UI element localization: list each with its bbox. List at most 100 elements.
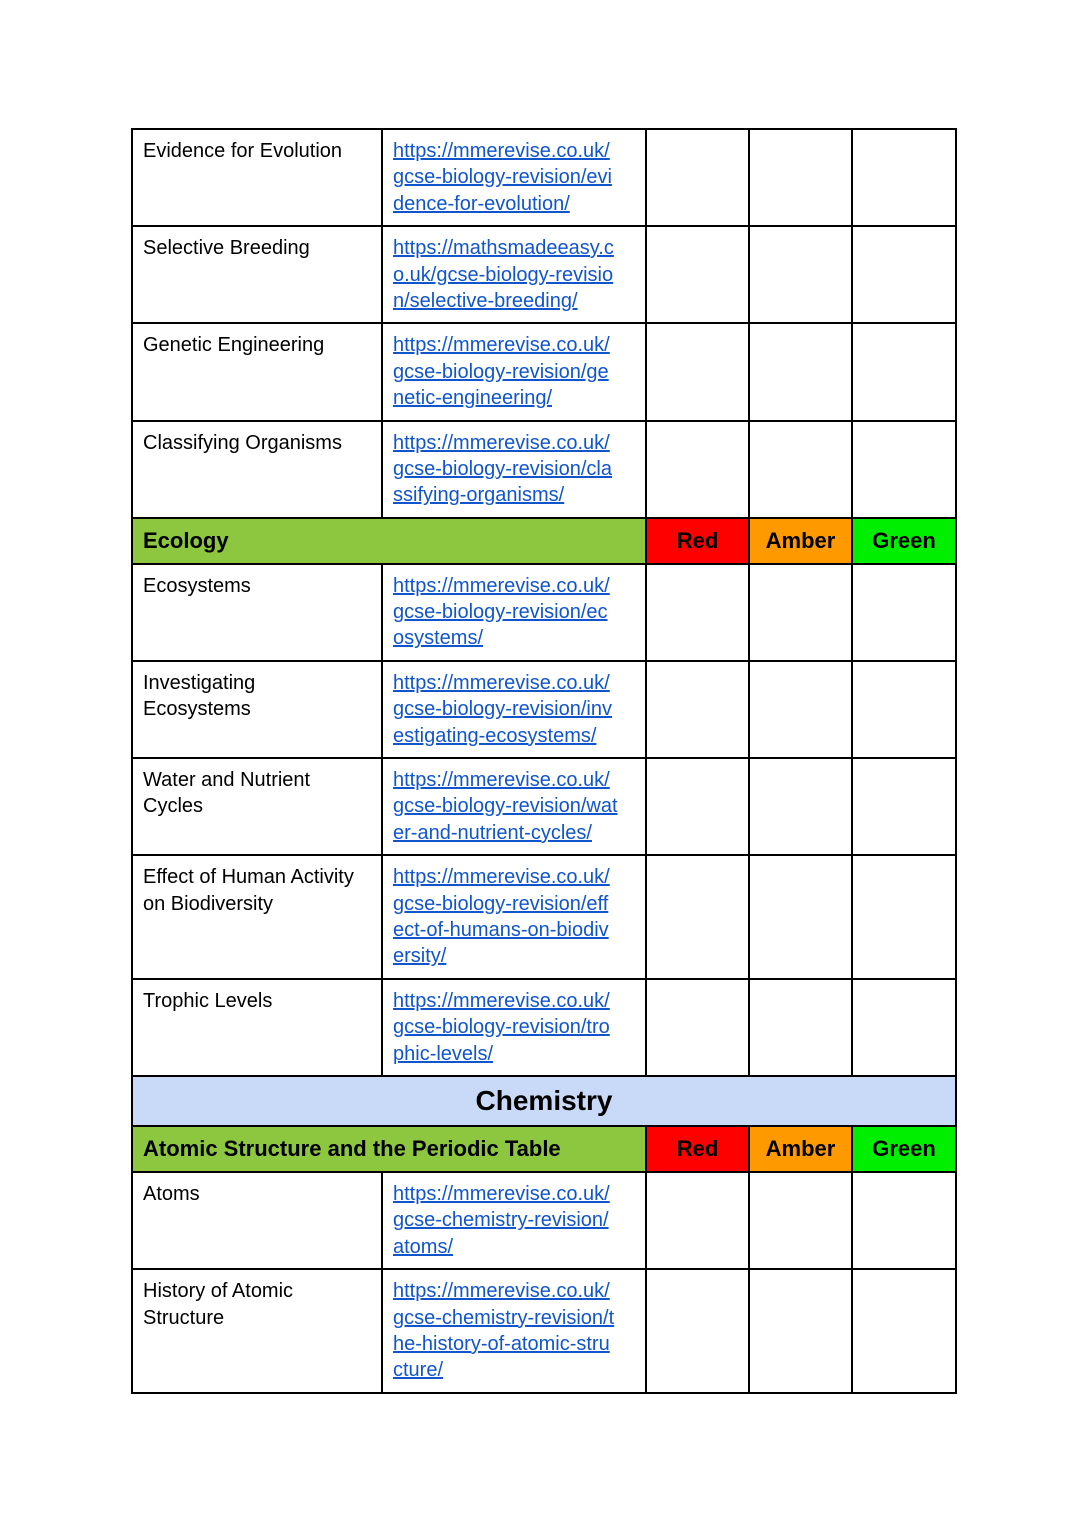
- topic-cell: History of Atomic Structure: [131, 1268, 383, 1394]
- rag-cell-green[interactable]: [851, 127, 957, 228]
- table-row: Water and Nutrient Cycles https://mmerev…: [131, 757, 957, 857]
- link-cell: https://mathsmadeeasy.c o.uk/gcse-biolog…: [381, 225, 647, 325]
- rag-cell-red[interactable]: [645, 127, 750, 228]
- rag-cell-amber[interactable]: [748, 419, 853, 519]
- topic-cell: Trophic Levels: [131, 977, 383, 1077]
- rag-header-red: Red: [645, 1124, 750, 1173]
- rag-cell-green[interactable]: [851, 854, 957, 980]
- topic-cell: Atoms: [131, 1170, 383, 1271]
- link-cell: https://mmerevise.co.uk/ gcse-biology-re…: [381, 127, 647, 228]
- table-row: Selective Breeding https://mathsmadeeasy…: [131, 225, 957, 325]
- rag-header-red: Red: [645, 516, 750, 565]
- section-header-row: Ecology Red Amber Green: [131, 516, 957, 565]
- rag-cell-red[interactable]: [645, 1170, 750, 1271]
- table-row: Genetic Engineering https://mmerevise.co…: [131, 322, 957, 422]
- rag-cell-amber[interactable]: [748, 322, 853, 422]
- rag-cell-green[interactable]: [851, 1170, 957, 1271]
- link-cell: https://mmerevise.co.uk/ gcse-biology-re…: [381, 757, 647, 857]
- rag-cell-red[interactable]: [645, 322, 750, 422]
- rag-cell-green[interactable]: [851, 977, 957, 1077]
- link-cell: https://mmerevise.co.uk/ gcse-chemistry-…: [381, 1268, 647, 1394]
- topic-link[interactable]: https://mmerevise.co.uk/ gcse-biology-re…: [393, 334, 610, 410]
- rag-cell-red[interactable]: [645, 977, 750, 1077]
- topic-link[interactable]: https://mmerevise.co.uk/ gcse-biology-re…: [393, 574, 610, 650]
- link-cell: https://mmerevise.co.uk/ gcse-biology-re…: [381, 659, 647, 760]
- rag-cell-amber[interactable]: [748, 659, 853, 760]
- topic-link[interactable]: https://mmerevise.co.uk/ gcse-biology-re…: [393, 671, 612, 747]
- rag-cell-amber[interactable]: [748, 1268, 853, 1394]
- rag-cell-red[interactable]: [645, 1268, 750, 1394]
- rag-cell-green[interactable]: [851, 225, 957, 325]
- topic-link[interactable]: https://mathsmadeeasy.c o.uk/gcse-biolog…: [393, 237, 614, 312]
- topic-label: History of Atomic Structure: [143, 1280, 294, 1329]
- link-cell: https://mmerevise.co.uk/ gcse-biology-re…: [381, 562, 647, 662]
- rag-cell-red[interactable]: [645, 757, 750, 857]
- link-cell: https://mmerevise.co.uk/ gcse-biology-re…: [381, 322, 647, 422]
- section-title: Atomic Structure and the Periodic Table: [131, 1124, 647, 1173]
- link-cell: https://mmerevise.co.uk/ gcse-chemistry-…: [381, 1170, 647, 1271]
- topic-label: Selective Breeding: [143, 237, 310, 260]
- topic-cell: Classifying Organisms: [131, 419, 383, 519]
- table-row: Classifying Organisms https://mmerevise.…: [131, 419, 957, 519]
- topic-link[interactable]: https://mmerevise.co.uk/ gcse-chemistry-…: [393, 1182, 610, 1258]
- topic-label: Genetic Engineering: [143, 334, 325, 357]
- rag-cell-green[interactable]: [851, 562, 957, 662]
- topic-link[interactable]: https://mmerevise.co.uk/ gcse-biology-re…: [393, 431, 612, 507]
- table-row: Effect of Human Activity on Biodiversity…: [131, 854, 957, 980]
- topic-link[interactable]: https://mmerevise.co.uk/ gcse-biology-re…: [393, 140, 612, 215]
- rag-header-green: Green: [851, 1124, 957, 1173]
- table-row: Ecosystems https://mmerevise.co.uk/ gcse…: [131, 562, 957, 662]
- topic-label: Classifying Organisms: [143, 431, 342, 454]
- topic-label: Evidence for Evolution: [143, 140, 343, 162]
- rag-cell-amber[interactable]: [748, 562, 853, 662]
- rag-cell-amber[interactable]: [748, 854, 853, 980]
- rag-cell-green[interactable]: [851, 322, 957, 422]
- rag-cell-green[interactable]: [851, 1268, 957, 1394]
- topic-link[interactable]: https://mmerevise.co.uk/ gcse-biology-re…: [393, 769, 618, 844]
- rag-cell-green[interactable]: [851, 757, 957, 857]
- rag-cell-red[interactable]: [645, 419, 750, 519]
- topic-link[interactable]: https://mmerevise.co.uk/ gcse-biology-re…: [393, 866, 610, 968]
- link-cell: https://mmerevise.co.uk/ gcse-biology-re…: [381, 419, 647, 519]
- rag-cell-amber[interactable]: [748, 1170, 853, 1271]
- topic-label: Water and Nutrient Cycles: [143, 769, 311, 818]
- table-row: Trophic Levels https://mmerevise.co.uk/ …: [131, 977, 957, 1077]
- topic-label: Effect of Human Activity on Biodiversity: [143, 866, 354, 915]
- topic-cell: Ecosystems: [131, 562, 383, 662]
- revision-checklist-table: Evidence for Evolution https://mmerevise…: [131, 127, 957, 1394]
- subject-header-row: Chemistry: [131, 1074, 957, 1127]
- topic-cell: Genetic Engineering: [131, 322, 383, 422]
- rag-cell-red[interactable]: [645, 225, 750, 325]
- rag-header-amber: Amber: [748, 1124, 853, 1173]
- rag-cell-amber[interactable]: [748, 127, 853, 228]
- link-cell: https://mmerevise.co.uk/ gcse-biology-re…: [381, 854, 647, 980]
- rag-cell-amber[interactable]: [748, 977, 853, 1077]
- topic-cell: Investigating Ecosystems: [131, 659, 383, 760]
- rag-cell-red[interactable]: [645, 659, 750, 760]
- section-title: Ecology: [131, 516, 647, 565]
- rag-cell-red[interactable]: [645, 854, 750, 980]
- rag-header-green: Green: [851, 516, 957, 565]
- topic-cell: Evidence for Evolution: [131, 127, 383, 228]
- topic-label: Ecosystems: [143, 574, 251, 597]
- rag-cell-red[interactable]: [645, 562, 750, 662]
- table-row: History of Atomic Structure https://mmer…: [131, 1268, 957, 1394]
- rag-header-amber: Amber: [748, 516, 853, 565]
- subject-title: Chemistry: [131, 1074, 957, 1127]
- topic-label: Atoms: [143, 1182, 200, 1205]
- rag-cell-amber[interactable]: [748, 225, 853, 325]
- topic-cell: Effect of Human Activity on Biodiversity: [131, 854, 383, 980]
- rag-cell-green[interactable]: [851, 419, 957, 519]
- topic-label: Investigating Ecosystems: [143, 671, 256, 721]
- rag-cell-amber[interactable]: [748, 757, 853, 857]
- topic-link[interactable]: https://mmerevise.co.uk/ gcse-biology-re…: [393, 989, 610, 1065]
- table-row: Evidence for Evolution https://mmerevise…: [131, 127, 957, 228]
- topic-link[interactable]: https://mmerevise.co.uk/ gcse-chemistry-…: [393, 1280, 615, 1382]
- section-header-row: Atomic Structure and the Periodic Table …: [131, 1124, 957, 1173]
- rag-cell-green[interactable]: [851, 659, 957, 760]
- topic-cell: Selective Breeding: [131, 225, 383, 325]
- topic-label: Trophic Levels: [143, 989, 273, 1012]
- link-cell: https://mmerevise.co.uk/ gcse-biology-re…: [381, 977, 647, 1077]
- table-row: Atoms https://mmerevise.co.uk/ gcse-chem…: [131, 1170, 957, 1271]
